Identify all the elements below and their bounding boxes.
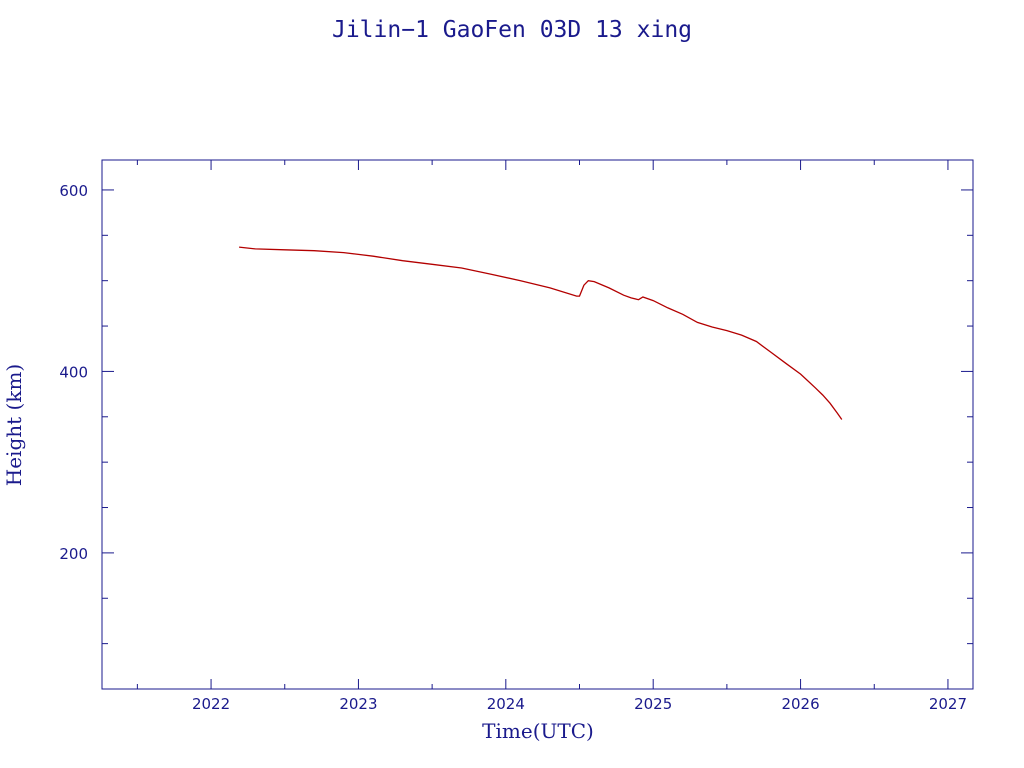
height-series-line — [239, 246, 843, 420]
x-tick-label: 2025 — [634, 695, 672, 713]
axis-ticks — [102, 160, 973, 689]
y-tick-label: 200 — [59, 545, 88, 563]
x-tick-label: 2026 — [781, 695, 819, 713]
plot-frame — [101, 159, 974, 690]
x-axis-title: Time(UTC) — [482, 719, 594, 743]
x-tick-labels: 2022 2023 2024 2025 2026 2027 — [192, 695, 967, 713]
x-tick-label: 2024 — [487, 695, 525, 713]
x-tick-label: 2023 — [339, 695, 377, 713]
y-tick-label: 400 — [59, 363, 88, 381]
y-tick-label: 600 — [59, 182, 88, 200]
chart-title: Jilin−1 GaoFen 03D 13 xing — [332, 17, 692, 43]
x-tick-label: 2022 — [192, 695, 230, 713]
x-tick-label: 2027 — [929, 695, 967, 713]
y-axis-title: Height (km) — [2, 364, 26, 486]
y-tick-labels: 200 400 600 — [59, 182, 88, 563]
